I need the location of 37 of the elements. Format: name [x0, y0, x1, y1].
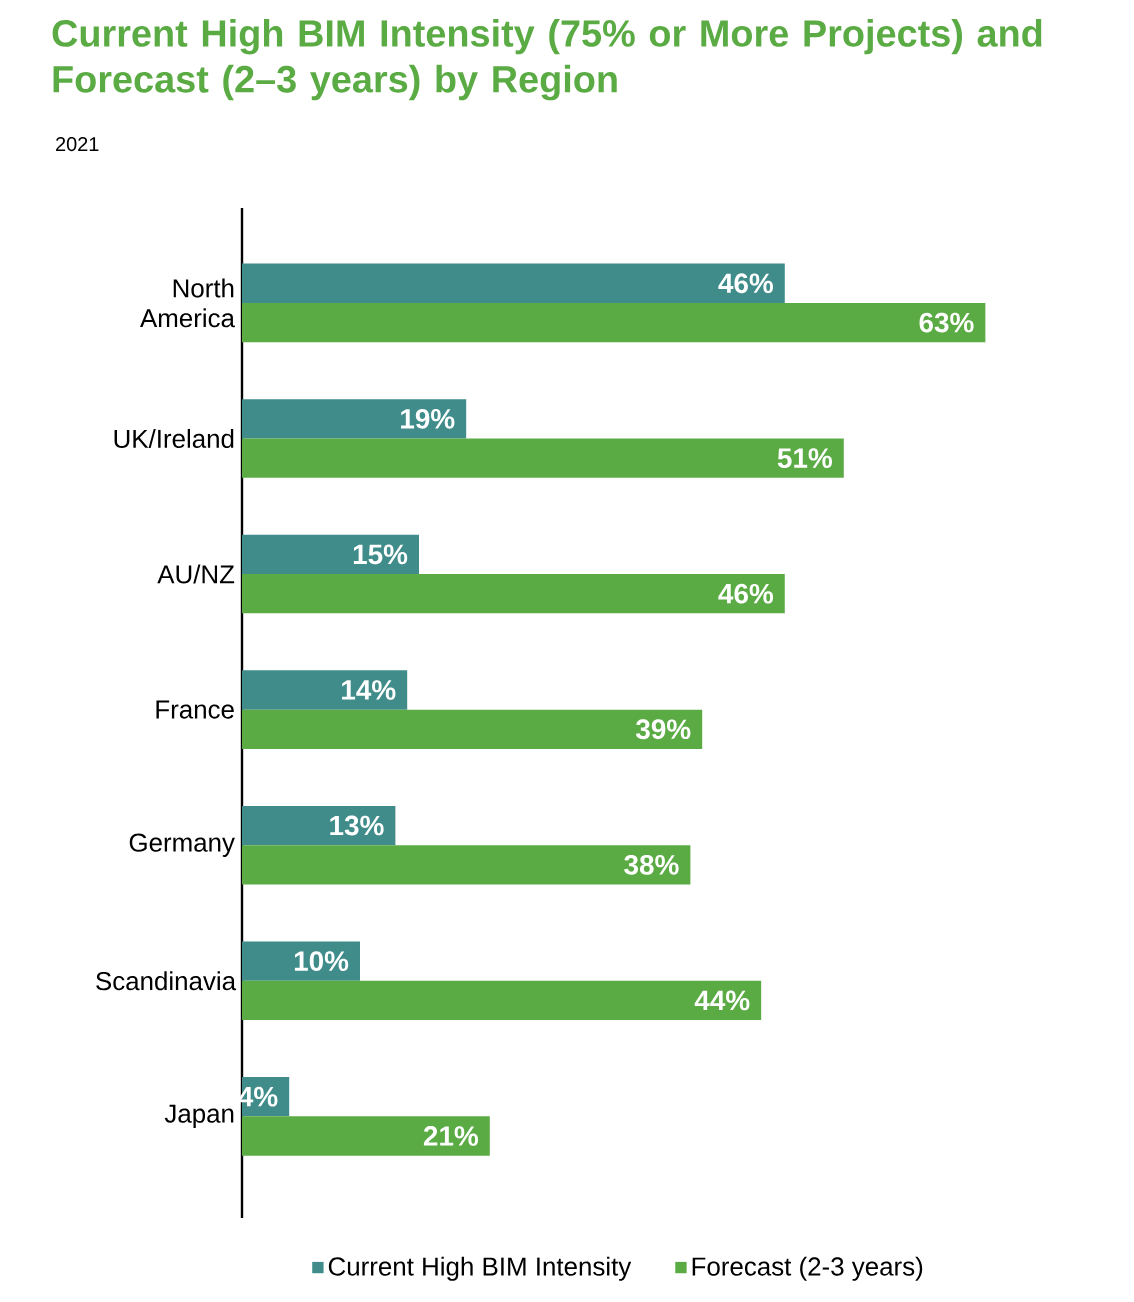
data-label: 13% — [330, 815, 384, 836]
y-tick-label: Scandinavia — [96, 971, 237, 991]
data-label: 51% — [777, 448, 832, 468]
data-label: 19% — [401, 408, 455, 429]
data-label: 15% — [353, 544, 408, 565]
bar — [242, 845, 691, 885]
bar — [242, 263, 785, 303]
y-tick-label: Japan — [164, 1104, 234, 1128]
data-label: 63% — [919, 312, 974, 333]
data-label: 44% — [694, 990, 750, 1011]
data-label: 39% — [635, 719, 691, 740]
bar — [242, 670, 408, 710]
y-tick-label: UK/Ireland — [114, 428, 234, 448]
bar — [242, 980, 762, 1021]
data-label: 21% — [423, 1126, 479, 1146]
legend-label: Forecast (2-3 years) — [692, 1256, 923, 1281]
data-label: 46% — [718, 273, 773, 294]
y-tick-label: Germany — [129, 833, 235, 857]
data-label: 38% — [624, 854, 679, 875]
text: 2021 — [56, 137, 99, 152]
bar — [242, 709, 703, 749]
bar — [242, 574, 785, 614]
chart-title: Current High BIM Intensity (75% or More Projects) and Forecast (2–3 years) by Region — [52, 19, 1042, 101]
bar — [242, 805, 396, 846]
bar — [242, 534, 419, 575]
bar — [242, 399, 467, 439]
data-label: 10% — [294, 951, 349, 971]
bar — [242, 1116, 490, 1156]
bar — [242, 438, 844, 478]
y-tick-label: AU/NZ — [157, 564, 235, 584]
bar — [242, 941, 360, 981]
y-tick-label: France — [156, 700, 234, 719]
y-tick-label: North America — [140, 278, 235, 328]
data-label: 46% — [718, 583, 773, 604]
data-label: 14% — [342, 680, 396, 700]
legend-label: Current High BIM Intensity — [328, 1256, 632, 1281]
bar — [242, 302, 986, 343]
